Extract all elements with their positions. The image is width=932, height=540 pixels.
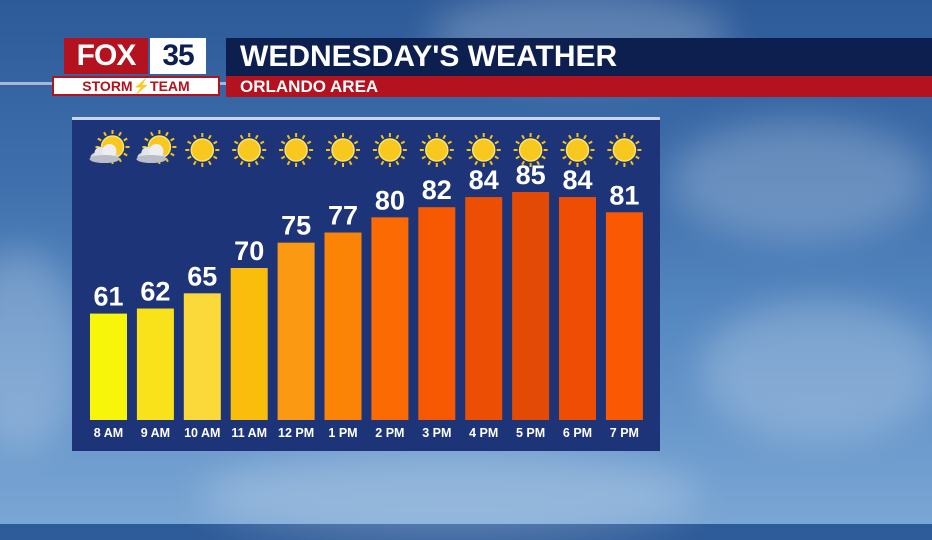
temperature-value-label: 65	[187, 261, 217, 291]
partly-cloudy-icon	[89, 130, 130, 164]
temperature-value-label: 70	[234, 236, 264, 266]
sun-icon	[607, 133, 642, 167]
sun-icon	[232, 133, 267, 167]
temperature-bar	[418, 207, 456, 420]
partly-cloudy-icon	[136, 130, 177, 164]
sun-icon	[560, 133, 595, 167]
hour-label: 3 PM	[422, 426, 451, 440]
hour-label: 7 PM	[610, 426, 639, 440]
temperature-value-label: 84	[562, 165, 592, 195]
hour-label: 2 PM	[375, 426, 404, 440]
sun-icon	[185, 133, 220, 167]
hour-label: 8 AM	[94, 426, 123, 440]
channel-number: 35	[150, 38, 206, 74]
temperature-bar	[371, 217, 409, 420]
hourly-temperature-chart: 61 8 AM 62 9 AM 65 10 AM 70 11 AM 75 12 PM 77 1 PM 8…	[89, 130, 643, 440]
temperature-bar	[136, 308, 174, 420]
sun-icon	[466, 133, 501, 167]
forecast-panel: 61 8 AM 62 9 AM 65 10 AM 70 11 AM 75 12 PM 77 1 PM 8…	[72, 117, 660, 451]
subtitle-bar: ORLANDO AREA	[226, 76, 932, 97]
temperature-bar	[559, 197, 596, 420]
temperature-bar	[230, 268, 268, 420]
page-title: WEDNESDAY'S WEATHER	[240, 40, 618, 73]
sun-icon	[419, 133, 454, 167]
sun-icon	[372, 133, 407, 167]
hour-label: 10 AM	[184, 426, 220, 440]
temperature-bar	[605, 212, 643, 420]
sun-icon	[326, 133, 360, 167]
title-bar: WEDNESDAY'S WEATHER	[226, 38, 932, 76]
temperature-value-label: 75	[281, 211, 311, 241]
hour-label: 9 AM	[141, 426, 170, 440]
hour-label: 4 PM	[469, 426, 498, 440]
sun-icon	[279, 133, 314, 167]
temperature-value-label: 61	[93, 282, 123, 312]
temperature-value-label: 77	[328, 201, 358, 231]
hour-label: 6 PM	[563, 426, 592, 440]
temperature-value-label: 82	[422, 175, 452, 205]
sun-icon	[513, 133, 548, 167]
temperature-value-label: 80	[375, 185, 405, 215]
location-subtitle: ORLANDO AREA	[240, 77, 379, 96]
hour-label: 12 PM	[278, 426, 314, 440]
temperature-bar	[90, 313, 127, 420]
hour-label: 5 PM	[516, 426, 545, 440]
temperature-bar	[183, 293, 221, 420]
fox-logo: FOX	[64, 38, 148, 74]
temperature-bar	[277, 242, 315, 420]
hour-label: 11 AM	[231, 426, 267, 440]
storm-team-logo: STORM⚡TEAM	[52, 76, 220, 96]
temperature-value-label: 81	[609, 180, 639, 210]
temperature-value-label: 62	[140, 277, 170, 307]
temperature-bar	[324, 232, 362, 420]
temperature-value-label: 84	[469, 165, 499, 195]
temperature-bar	[465, 197, 503, 420]
hour-label: 1 PM	[328, 426, 357, 440]
temperature-bar	[512, 192, 550, 420]
